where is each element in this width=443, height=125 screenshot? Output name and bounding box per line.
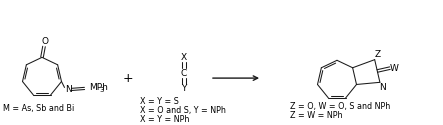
Text: Y: Y <box>181 84 187 94</box>
Text: X = Y = S: X = Y = S <box>140 97 179 106</box>
Text: Z = O, W = O, S and NPh: Z = O, W = O, S and NPh <box>290 102 390 111</box>
Text: +: + <box>123 72 133 85</box>
Text: Z = W = NPh: Z = W = NPh <box>290 111 342 120</box>
Text: N: N <box>65 85 72 94</box>
Text: Z: Z <box>375 50 381 59</box>
Text: W: W <box>389 64 398 73</box>
Text: N: N <box>380 83 386 92</box>
Text: MPh: MPh <box>89 84 109 92</box>
Text: 3: 3 <box>100 87 104 93</box>
Text: C: C <box>181 69 187 78</box>
Text: O: O <box>42 37 48 46</box>
Text: X = Y = NPh: X = Y = NPh <box>140 115 189 124</box>
Text: X = O and S, Y = NPh: X = O and S, Y = NPh <box>140 106 226 115</box>
Text: X: X <box>181 53 187 62</box>
Text: M = As, Sb and Bi: M = As, Sb and Bi <box>3 104 74 113</box>
